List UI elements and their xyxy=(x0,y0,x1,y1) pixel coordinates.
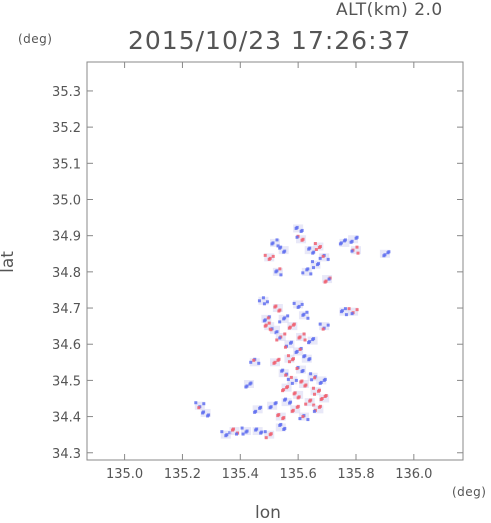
radar-cell xyxy=(292,300,304,309)
radar-cell xyxy=(319,393,330,403)
y-tick-label: 34.7 xyxy=(52,302,81,317)
radar-cell xyxy=(284,354,295,364)
radar-cell xyxy=(379,249,391,258)
radar-cell xyxy=(298,412,310,422)
x-unit-label: (deg) xyxy=(452,485,487,499)
y-tick-label: 35.1 xyxy=(52,157,81,172)
radar-cell xyxy=(263,430,275,440)
radar-cell xyxy=(275,332,287,342)
radar-cell xyxy=(318,253,330,262)
radar-cell xyxy=(295,234,307,244)
radar-cell xyxy=(301,354,312,363)
radar-cell xyxy=(298,310,310,320)
radar-cell xyxy=(293,346,304,356)
radar-cell xyxy=(229,427,240,436)
radar-cell xyxy=(310,386,321,396)
y-tick-label: 35.3 xyxy=(52,85,81,100)
y-ticks: 34.3 34.4 34.5 34.6 34.7 34.8 34.9 35.0 35.1 35.2… xyxy=(52,85,463,462)
radar-cell xyxy=(350,245,361,255)
radar-cell xyxy=(200,408,211,418)
radar-cell xyxy=(318,322,330,331)
timestamp-title: 2015/10/23 17:26:37 xyxy=(128,26,412,55)
x-tick-label: 135.4 xyxy=(222,467,259,482)
radar-cell xyxy=(316,376,327,385)
radar-cell xyxy=(292,390,304,400)
radar-cell xyxy=(252,405,263,414)
x-tick-label: 135.6 xyxy=(280,467,317,482)
y-tick-label: 34.8 xyxy=(52,266,81,281)
radar-cell xyxy=(278,314,290,324)
radar-cell xyxy=(298,379,309,389)
radar-cell xyxy=(275,422,287,432)
radar-cell xyxy=(275,412,286,421)
radar-cell xyxy=(310,260,321,270)
radar-cell xyxy=(194,401,206,410)
radar-cell xyxy=(347,307,359,316)
radar-cell xyxy=(272,304,283,313)
radar-cell xyxy=(281,397,293,407)
radar-cell xyxy=(270,357,281,367)
radar-cell xyxy=(269,325,280,335)
radar-cell xyxy=(286,375,298,385)
y-tick-label: 34.5 xyxy=(52,374,81,389)
x-tick-label: 135.0 xyxy=(106,467,143,482)
radar-cell xyxy=(240,426,252,436)
radar-cell xyxy=(272,267,283,277)
plot-frame xyxy=(86,61,464,461)
y-tick-label: 35.0 xyxy=(52,193,81,208)
radar-cell xyxy=(295,365,307,374)
radar-cell xyxy=(307,336,318,345)
radar-cell xyxy=(270,238,280,248)
radar-cell xyxy=(290,404,301,414)
radar-cell xyxy=(307,372,318,382)
y-tick-label: 34.3 xyxy=(52,447,81,462)
x-axis-label: lon xyxy=(255,503,281,523)
radar-cell xyxy=(249,357,261,367)
radar-cell xyxy=(304,246,316,255)
altitude-label: ALT(km) 2.0 xyxy=(336,0,443,20)
radar-cell xyxy=(281,383,292,393)
radar-cell xyxy=(267,401,278,410)
radar-cell xyxy=(278,245,289,255)
radar-cell xyxy=(257,296,269,306)
radar-cell xyxy=(348,235,359,244)
radar-cell xyxy=(296,332,307,342)
x-tick-label: 136.0 xyxy=(395,467,432,482)
radar-cell xyxy=(293,224,304,233)
radar-cell xyxy=(322,275,333,284)
radar-cell xyxy=(339,307,350,317)
y-tick-label: 34.9 xyxy=(52,230,81,245)
x-ticks: 135.0 135.2 135.4 135.6 135.8 136.0 xyxy=(106,62,432,482)
radar-cells xyxy=(194,224,391,440)
radar-cell xyxy=(243,380,254,389)
y-tick-label: 35.2 xyxy=(52,121,81,136)
x-tick-label: 135.2 xyxy=(164,467,201,482)
radar-cell xyxy=(252,427,264,436)
radar-cell xyxy=(287,322,298,331)
radar-cell xyxy=(304,398,316,407)
y-tick-label: 34.6 xyxy=(52,338,81,353)
radar-cell xyxy=(338,238,350,247)
radar-cell xyxy=(261,314,272,323)
x-tick-label: 135.8 xyxy=(337,467,374,482)
radar-cell xyxy=(313,242,324,252)
y-tick-label: 34.4 xyxy=(52,411,81,426)
y-unit-label: (deg) xyxy=(18,32,53,46)
radar-cell xyxy=(301,267,313,276)
radar-cell xyxy=(283,340,295,349)
radar-cell xyxy=(263,253,275,262)
radar-cell xyxy=(278,368,289,378)
radar-cell xyxy=(312,404,324,414)
